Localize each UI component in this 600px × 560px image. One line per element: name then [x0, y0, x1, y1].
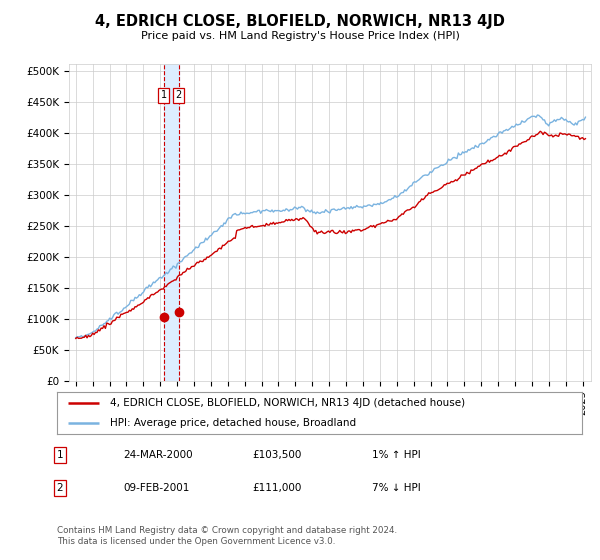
Text: 09-FEB-2001: 09-FEB-2001: [123, 483, 190, 493]
Text: 7% ↓ HPI: 7% ↓ HPI: [372, 483, 421, 493]
Text: 1% ↑ HPI: 1% ↑ HPI: [372, 450, 421, 460]
Text: £103,500: £103,500: [252, 450, 301, 460]
Text: £111,000: £111,000: [252, 483, 301, 493]
Text: 2: 2: [56, 483, 64, 493]
Text: 2: 2: [176, 90, 182, 100]
Text: 1: 1: [161, 90, 167, 100]
Text: 24-MAR-2000: 24-MAR-2000: [123, 450, 193, 460]
Text: 1: 1: [56, 450, 64, 460]
Text: HPI: Average price, detached house, Broadland: HPI: Average price, detached house, Broa…: [110, 418, 356, 428]
Text: Price paid vs. HM Land Registry's House Price Index (HPI): Price paid vs. HM Land Registry's House …: [140, 31, 460, 41]
Text: 4, EDRICH CLOSE, BLOFIELD, NORWICH, NR13 4JD: 4, EDRICH CLOSE, BLOFIELD, NORWICH, NR13…: [95, 14, 505, 29]
Text: 4, EDRICH CLOSE, BLOFIELD, NORWICH, NR13 4JD (detached house): 4, EDRICH CLOSE, BLOFIELD, NORWICH, NR13…: [110, 398, 464, 408]
Bar: [164, 64, 179, 381]
Text: Contains HM Land Registry data © Crown copyright and database right 2024.
This d: Contains HM Land Registry data © Crown c…: [57, 526, 397, 546]
